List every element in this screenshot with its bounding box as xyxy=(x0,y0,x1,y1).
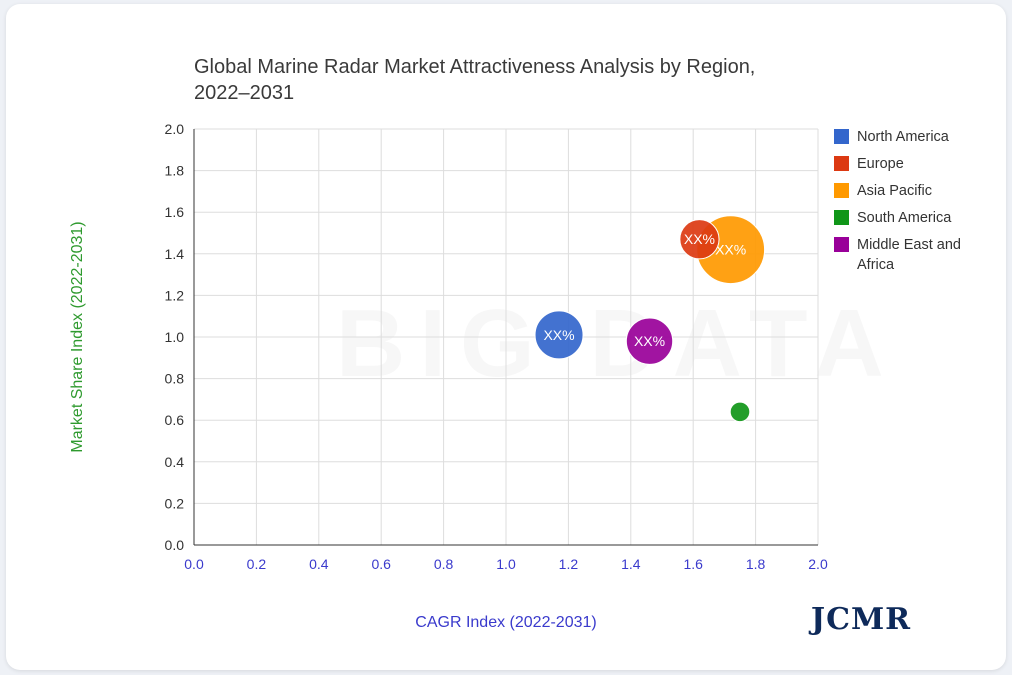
bubble-south-america xyxy=(729,401,751,423)
y-tick-label: 1.4 xyxy=(165,246,185,262)
y-axis-title: Market Share Index (2022-2031) xyxy=(69,221,86,452)
legend-swatch xyxy=(834,237,849,252)
chart-legend: North America Europe Asia Pacific South Ame… xyxy=(834,127,994,282)
legend-swatch xyxy=(834,129,849,144)
legend-swatch xyxy=(834,210,849,225)
bubble-middle-east-and-africa xyxy=(625,317,674,365)
y-tick-label: 1.8 xyxy=(165,163,185,179)
y-tick-label: 0.6 xyxy=(165,412,185,428)
y-tick-label: 0.8 xyxy=(165,371,185,387)
jcmr-logo: JCMR xyxy=(788,596,934,642)
legend-swatch xyxy=(834,183,849,198)
x-tick-label: 1.2 xyxy=(559,556,579,572)
x-tick-label: 0.6 xyxy=(371,556,391,572)
bubble-label-europe: XX% xyxy=(684,231,715,247)
x-tick-label: 1.4 xyxy=(621,556,641,572)
bubble-chart: 0.0 0.2 0.4 0.6 0.8 1.0 1.2 1.4 1.6 1.8 2.0 0.0 0.2 0… xyxy=(69,121,828,631)
x-tick-label: 1.8 xyxy=(746,556,766,572)
y-tick-label: 0.2 xyxy=(165,495,185,511)
chart-card: BIG DATA Global Marine Radar Market Attr… xyxy=(6,4,1006,670)
legend-item: Europe xyxy=(834,154,994,174)
y-tick-label: 1.2 xyxy=(165,287,185,303)
legend-label: South America xyxy=(857,210,952,226)
x-tick-label: 2.0 xyxy=(808,556,828,572)
x-axis-title: CAGR Index (2022-2031) xyxy=(415,614,596,631)
x-tick-label: 0.8 xyxy=(434,556,454,572)
legend-item: North America xyxy=(834,127,994,147)
legend-swatch xyxy=(834,156,849,171)
legend-label: Middle East and Africa xyxy=(857,237,961,273)
legend-item: South America xyxy=(834,208,994,228)
x-tick-label: 1.6 xyxy=(683,556,703,572)
bubble-label-middle-east-and-africa: XX% xyxy=(634,333,665,349)
legend-label: Asia Pacific xyxy=(857,183,932,199)
legend-label: North America xyxy=(857,129,949,145)
bubble-label-asia-pacific: XX% xyxy=(715,242,746,258)
y-tick-label: 0.0 xyxy=(165,537,185,553)
x-tick-label: 0.2 xyxy=(247,556,267,572)
y-tick-label: 1.0 xyxy=(165,329,185,345)
chart-title: Global Marine Radar Market Attractivenes… xyxy=(194,56,756,104)
y-tick-label: 1.6 xyxy=(165,204,185,220)
y-tick-label: 0.4 xyxy=(165,454,185,470)
bubble-north-america xyxy=(534,310,584,360)
y-tick-label: 2.0 xyxy=(165,121,185,137)
x-tick-label: 0.0 xyxy=(184,556,204,572)
legend-label: Europe xyxy=(857,156,904,172)
x-tick-label: 0.4 xyxy=(309,556,329,572)
x-tick-label: 1.0 xyxy=(496,556,516,572)
bubble-label-north-america: XX% xyxy=(543,327,574,343)
legend-item: Asia Pacific xyxy=(834,181,994,201)
bubble-europe xyxy=(679,219,720,260)
legend-item: Middle East and Africa xyxy=(834,235,994,275)
